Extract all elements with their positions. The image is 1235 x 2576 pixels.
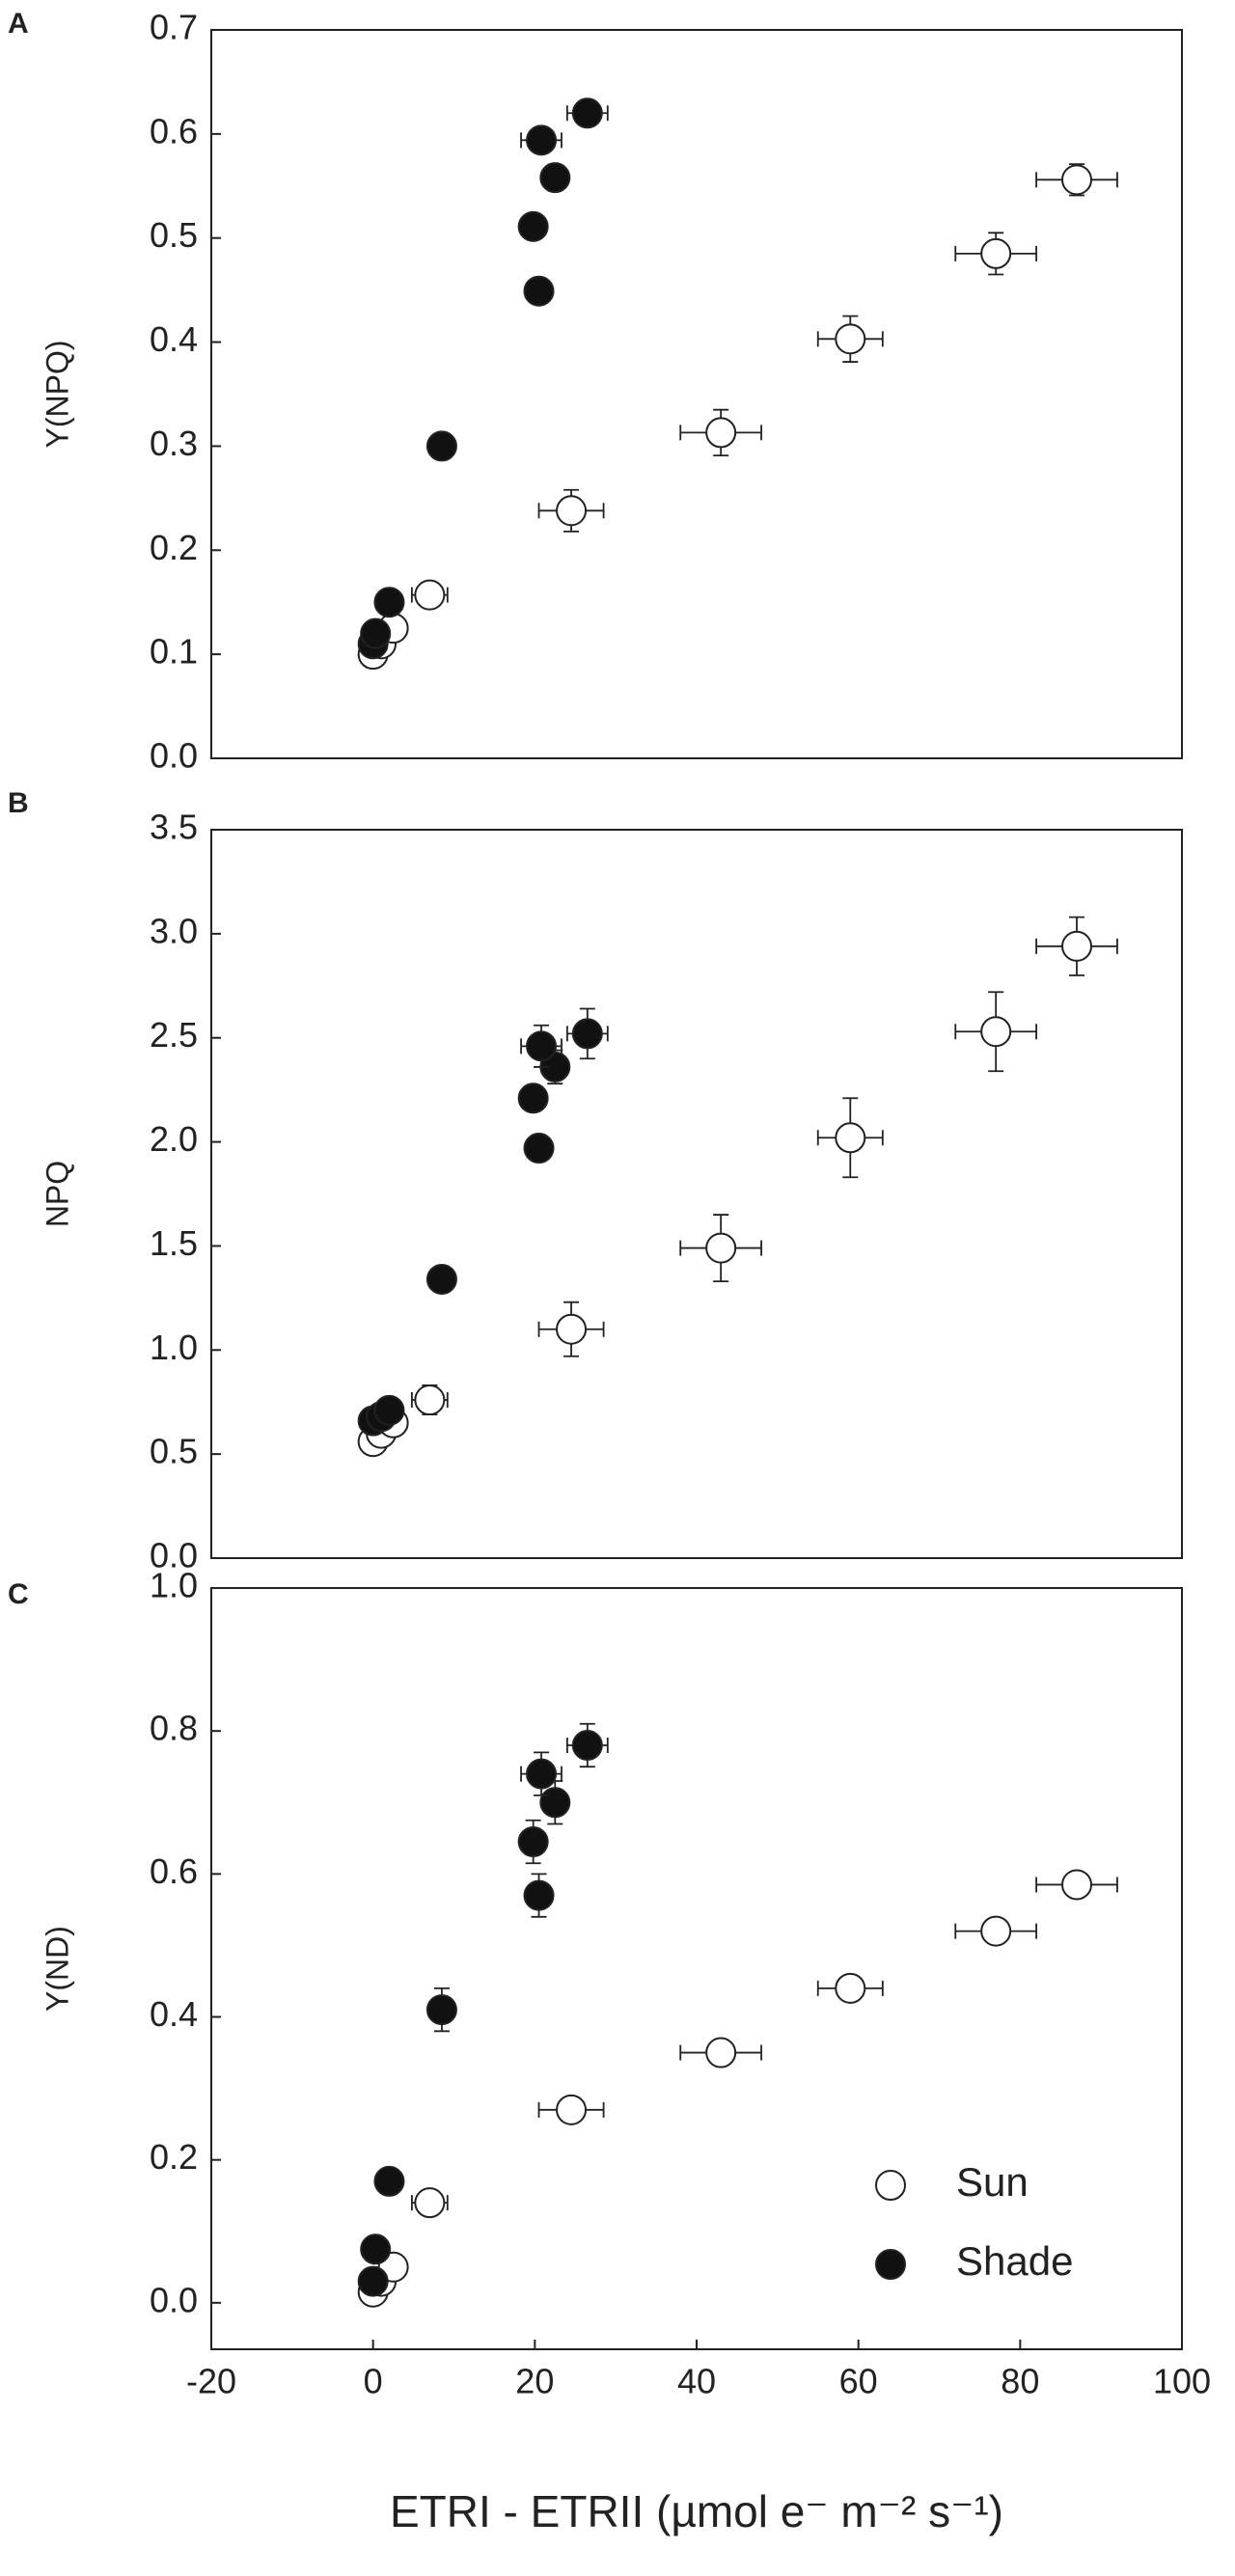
point <box>705 417 737 449</box>
legend-marker <box>875 2249 906 2280</box>
point <box>835 1122 866 1154</box>
x-axis-label: ETRI - ETRII (µmol e⁻ m⁻² s⁻¹) <box>390 2486 1003 2536</box>
point <box>523 1133 555 1165</box>
point <box>414 579 446 611</box>
x-tick-label: 0 <box>364 2362 383 2401</box>
x-tick-label: 100 <box>1153 2362 1211 2401</box>
y-tick-label: 0.3 <box>150 424 198 463</box>
y-tick-label: 0.0 <box>150 1536 198 1576</box>
plot-frame <box>210 829 1183 1559</box>
y-tick-label: 0.6 <box>150 111 198 151</box>
y-tick-label: 2.0 <box>150 1119 198 1159</box>
point <box>556 495 588 527</box>
y-axis-label: Y(NPQ) <box>40 341 74 449</box>
point <box>517 210 549 242</box>
point <box>425 1263 457 1295</box>
point <box>373 2165 405 2197</box>
point <box>539 1787 571 1819</box>
plot-frame <box>210 1587 1183 2350</box>
point <box>835 1972 866 2004</box>
y-tick-label: 3.0 <box>150 911 198 950</box>
point <box>1061 1869 1093 1901</box>
plot-frame <box>210 29 1183 759</box>
point <box>526 1030 558 1062</box>
point <box>556 1313 588 1345</box>
point <box>360 617 392 649</box>
legend-marker <box>875 2170 906 2201</box>
legend-label: Sun <box>956 2159 1029 2205</box>
panel-letter: C <box>8 1578 29 1610</box>
point <box>414 2187 446 2219</box>
y-tick-label: 0.4 <box>150 319 198 359</box>
point <box>980 1016 1012 1048</box>
point <box>539 162 571 194</box>
point <box>835 323 866 355</box>
panel-letter: A <box>8 8 29 40</box>
point <box>556 2094 588 2125</box>
point <box>517 1082 549 1114</box>
point <box>980 1915 1012 1947</box>
x-tick-label: 20 <box>515 2362 554 2401</box>
y-tick-label: 0.2 <box>150 528 198 567</box>
y-tick-label: 0.8 <box>150 1709 198 1748</box>
point <box>523 1879 555 1911</box>
point <box>373 1394 405 1426</box>
panel-letter: B <box>8 787 29 819</box>
point <box>526 124 558 156</box>
point <box>980 237 1012 269</box>
y-tick-label: 1.5 <box>150 1223 198 1263</box>
y-tick-label: 2.5 <box>150 1015 198 1055</box>
point <box>571 1018 603 1050</box>
point <box>357 2265 389 2297</box>
y-axis-label: Y(ND) <box>40 1926 74 2012</box>
point <box>360 2233 392 2265</box>
point <box>425 430 457 462</box>
y-axis-label: NPQ <box>40 1161 74 1227</box>
point <box>373 587 405 618</box>
y-tick-label: 0.6 <box>150 1851 198 1891</box>
y-tick-label: 1.0 <box>150 1566 198 1605</box>
x-tick-label: 80 <box>1001 2362 1039 2401</box>
point <box>517 1826 549 1857</box>
x-tick-label: 40 <box>677 2362 716 2401</box>
point <box>705 1232 737 1264</box>
y-tick-label: 0.5 <box>150 215 198 255</box>
point <box>526 1758 558 1790</box>
y-tick-label: 0.2 <box>150 2137 198 2177</box>
y-tick-label: 1.0 <box>150 1328 198 1367</box>
point <box>1061 930 1093 962</box>
y-tick-label: 0.7 <box>150 8 198 47</box>
point <box>571 1729 603 1761</box>
point <box>425 1994 457 2026</box>
y-tick-label: 0.1 <box>150 632 198 671</box>
x-tick-label: -20 <box>186 2362 236 2401</box>
point <box>1061 164 1093 196</box>
y-tick-label: 0.4 <box>150 1994 198 2034</box>
y-tick-label: 3.5 <box>150 808 198 847</box>
point <box>571 97 603 129</box>
point <box>414 1384 446 1416</box>
legend-label: Shade <box>956 2238 1073 2284</box>
point <box>523 275 555 307</box>
y-tick-label: 0.0 <box>150 2280 198 2319</box>
point <box>705 2037 737 2069</box>
y-tick-label: 0.5 <box>150 1432 198 1471</box>
y-tick-label: 0.0 <box>150 736 198 776</box>
x-tick-label: 60 <box>839 2362 878 2401</box>
